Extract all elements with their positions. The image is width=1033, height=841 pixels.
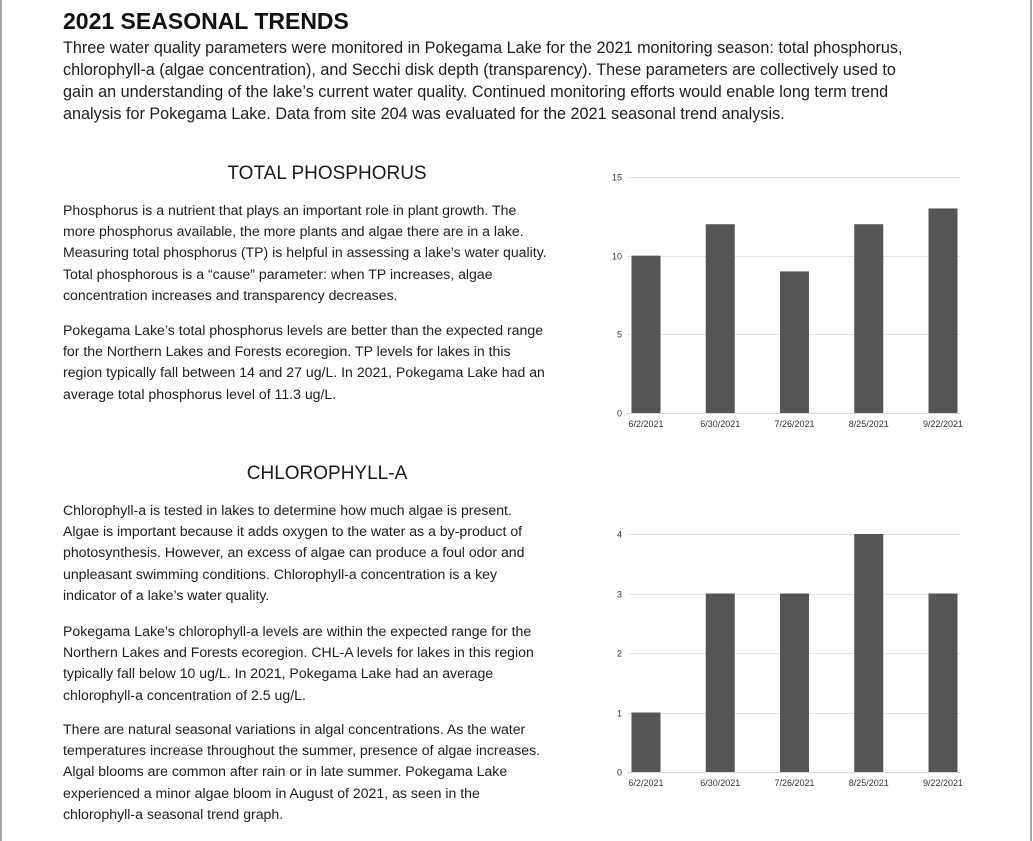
tp-bar-8-25-2021 [854,224,884,413]
chlorophyll-a-bar-chart: 0 1 2 3 4 6/2/2021 6/30/2021 7/26/2021 8/25/2021… [617,530,963,789]
paragraph-line: Total phosphorous is a “cause” parameter… [63,265,493,282]
chl-x-category-label-9-22-2021: 9/22/2021 [923,778,963,788]
paragraph-line: unpleasant swimming conditions. Chloroph… [63,565,497,582]
tp-x-category-label-6-30-2021: 6/30/2021 [700,419,740,429]
paragraph-line: chlorophyll-a concentration of 2.5 ug/L. [63,686,306,703]
tp-y-tick-label-5: 5 [617,330,622,340]
paragraph-line: concentration increases and transparency… [63,286,398,303]
tp-paragraph-1: Phosphorus is a nutrient that plays an i… [63,200,547,306]
tp-y-tick-label-0: 0 [617,409,622,419]
chl-y-tick-label-2: 2 [617,649,622,659]
chl-bar-6-2-2021 [631,712,661,772]
intro-line: chlorophyll-a (algae concentration), and… [63,61,896,79]
paragraph-line: Pokegama Lake’s chlorophyll-a levels are… [63,623,532,639]
tp-bar-6-2-2021 [631,255,661,413]
chl-y-tick-label-3: 3 [617,590,622,600]
tp-x-category-label-6-2-2021: 6/2/2021 [628,419,663,429]
paragraph-line: more phosphorus available, the more plan… [63,223,524,240]
intro-line: analysis for Pokegama Lake. Data from si… [63,105,785,123]
paragraph-line: Pokegama Lake’s total phosphorus levels … [63,322,544,338]
chl-x-category-label-6-30-2021: 6/30/2021 [700,778,740,788]
page-border-left [0,0,2,841]
chl-y-tick-label-0: 0 [617,768,622,778]
page-border-right [1030,0,1032,841]
paragraph-line: typically fall below 10 ug/L. In 2021, P… [63,665,494,682]
chl-bar-9-22-2021 [928,593,958,772]
chl-paragraph-2: Pokegama Lake’s chlorophyll-a levels are… [63,621,534,706]
paragraph-line: Algal blooms are common after rain or in… [63,763,508,780]
paragraph-line: temperatures increase throughout the sum… [63,742,541,759]
paragraph-line: chlorophyll-a seasonal trend graph. [63,805,284,822]
tp-bar-7-26-2021 [780,271,809,413]
paragraph-line: region typically fall between 14 and 27 … [63,364,545,381]
tp-bar-6-30-2021 [705,224,735,413]
paragraph-line: Phosphorus is a nutrient that plays an i… [63,202,517,218]
chl-y-tick-label-4: 4 [617,530,622,540]
paragraph-line: experienced a minor algae bloom in Augus… [63,784,480,801]
chl-x-category-label-8-25-2021: 8/25/2021 [849,778,889,788]
paragraph-line: average total phosphorus level of 11.3 u… [63,385,337,402]
chl-paragraph-3: There are natural seasonal variations in… [63,719,540,825]
chl-x-category-label-6-2-2021: 6/2/2021 [628,778,663,788]
intro-line: gain an understanding of the lake’s curr… [63,83,889,101]
paragraph-line: Algae is important because it adds oxyge… [63,523,523,540]
tp-x-category-label-9-22-2021: 9/22/2021 [923,419,963,429]
paragraph-line: Northern Lakes and Forests ecoregion. CH… [63,644,534,661]
page-title: 2021 SEASONAL TRENDS [63,8,349,34]
tp-y-tick-label-10: 10 [612,252,622,262]
chl-bar-6-30-2021 [705,593,735,772]
tp-bar-9-22-2021 [928,208,958,413]
tp-x-category-label-8-25-2021: 8/25/2021 [849,419,889,429]
paragraph-line: Measuring total phosphorus (TP) is helpf… [63,244,547,261]
paragraph-line: photosynthesis. However, an excess of al… [63,544,525,561]
chl-y-tick-label-1: 1 [617,709,622,719]
tp-paragraph-2: Pokegama Lake’s total phosphorus levels … [63,320,545,405]
tp-y-tick-label-15: 15 [612,173,622,183]
intro-paragraph: Three water quality parameters were moni… [63,37,903,125]
intro-line: Three water quality parameters were moni… [63,39,903,57]
total-phosphorus-bar-chart: 0 5 10 15 6/2/2021 6/30/2021 7/26/2021 8/25/202… [612,173,963,430]
chl-paragraph-1: Chlorophyll-a is tested in lakes to dete… [63,500,524,606]
paragraph-line: for the Northern Lakes and Forests ecore… [63,343,511,360]
paragraph-line: indicator of a lake’s water quality. [63,586,270,603]
chl-bar-8-25-2021 [854,534,884,772]
chl-bar-7-26-2021 [780,593,809,772]
chlorophyll-a-heading: CHLOROPHYLL-A [246,463,408,484]
total-phosphorus-heading: TOTAL PHOSPHORUS [227,163,427,184]
paragraph-line: There are natural seasonal variations in… [63,721,526,737]
chl-x-category-label-7-26-2021: 7/26/2021 [774,778,814,788]
paragraph-line: Chlorophyll-a is tested in lakes to dete… [63,502,512,518]
tp-x-category-label-7-26-2021: 7/26/2021 [774,419,814,429]
